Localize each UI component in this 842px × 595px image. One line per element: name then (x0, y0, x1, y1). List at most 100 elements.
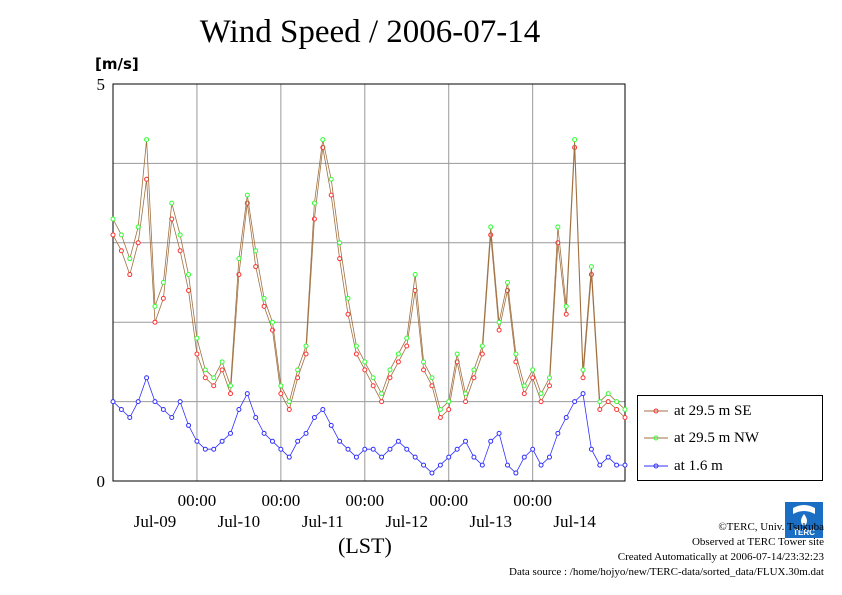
data-point-1 (160, 280, 166, 285)
data-point-2 (127, 414, 133, 420)
data-point-1 (605, 391, 611, 397)
data-point-0 (622, 414, 628, 420)
data-point-2 (286, 454, 292, 460)
data-point-0 (370, 383, 376, 389)
data-point-1 (504, 280, 510, 285)
data-point-2 (546, 454, 552, 460)
data-point-0 (219, 367, 225, 373)
date-label: Jul-11 (302, 512, 344, 531)
data-point-2 (538, 462, 544, 468)
data-point-1 (454, 351, 460, 357)
data-point-2 (353, 454, 359, 460)
data-point-2 (597, 462, 603, 468)
data-point-2 (404, 446, 410, 452)
data-point-1 (328, 176, 334, 182)
data-point-1 (437, 407, 443, 413)
logo-text: TERC (793, 528, 815, 537)
data-point-2 (605, 454, 611, 460)
data-point-1 (496, 319, 502, 325)
terc-logo: TERC (785, 502, 823, 538)
data-point-1 (421, 359, 427, 365)
data-point-2 (370, 446, 376, 452)
x-axis-label: (LST) (338, 533, 392, 558)
data-point-1 (261, 295, 267, 301)
data-point-0 (328, 192, 334, 198)
date-label: Jul-13 (469, 512, 512, 531)
data-point-1 (546, 375, 552, 381)
credit-copyright: ©TERC, Univ. Tsukuba (718, 521, 824, 533)
data-point-2 (228, 430, 234, 436)
data-point-1 (177, 232, 183, 238)
data-point-1 (135, 224, 141, 230)
data-point-1 (278, 383, 284, 389)
data-point-1 (127, 256, 133, 262)
data-point-2 (614, 462, 620, 468)
data-point-2 (278, 446, 284, 452)
data-point-2 (194, 438, 200, 444)
data-point-2 (488, 438, 494, 444)
date-label: Jul-14 (553, 512, 596, 531)
series-layer (110, 137, 628, 476)
data-point-1 (614, 399, 620, 405)
data-point-1 (311, 200, 317, 206)
data-point-1 (580, 367, 586, 373)
credit-site: Observed at TERC Tower site (691, 536, 824, 548)
data-point-0 (614, 407, 620, 413)
data-point-1 (228, 383, 234, 389)
data-point-0 (395, 359, 401, 365)
data-point-1 (202, 367, 208, 373)
data-point-0 (286, 407, 292, 413)
data-point-1 (219, 359, 225, 365)
data-point-2 (446, 454, 452, 460)
data-point-1 (269, 319, 275, 325)
data-point-1 (395, 351, 401, 357)
legend-item-se: at 29.5 m SE (644, 401, 752, 421)
data-point-1 (555, 224, 561, 230)
data-point-0 (177, 248, 183, 254)
data-point-1 (563, 303, 569, 309)
data-point-2 (379, 454, 385, 460)
legend-item-nw: at 29.5 m NW (644, 428, 759, 448)
data-point-1 (387, 367, 393, 373)
data-point-1 (429, 375, 435, 381)
data-point-2 (160, 407, 166, 413)
data-point-2 (269, 438, 275, 444)
data-point-2 (454, 446, 460, 452)
data-point-2 (530, 446, 536, 452)
data-point-1 (118, 232, 124, 238)
data-point-2 (421, 462, 427, 468)
date-label: Jul-09 (134, 512, 177, 531)
data-point-2 (320, 407, 326, 413)
data-point-0 (253, 264, 259, 270)
data-point-2 (437, 462, 443, 468)
data-point-0 (530, 375, 536, 381)
data-point-0 (303, 351, 309, 357)
data-point-0 (563, 311, 569, 317)
chart-title: Wind Speed / 2006-07-14 (199, 14, 541, 50)
data-point-1 (295, 367, 301, 373)
data-point-2 (572, 399, 578, 405)
data-point-1 (471, 367, 477, 373)
data-point-1 (488, 224, 494, 230)
data-point-2 (236, 407, 242, 413)
data-point-0 (278, 391, 284, 397)
date-label: Jul-12 (386, 512, 429, 531)
y-tick-label: 5 (97, 75, 106, 94)
x-tick-label: 00:00 (262, 491, 301, 510)
data-point-2 (311, 414, 317, 420)
data-point-2 (118, 407, 124, 413)
data-point-0 (345, 311, 351, 317)
data-point-0 (597, 407, 603, 413)
data-point-2 (303, 430, 309, 436)
legend-swatch-nw (644, 435, 668, 441)
data-point-0 (127, 272, 133, 278)
data-point-0 (538, 399, 544, 405)
data-point-0 (362, 367, 368, 373)
data-point-0 (387, 375, 393, 381)
data-point-2 (253, 414, 259, 420)
legend-label-1-6m: at 1.6 m (674, 457, 723, 474)
data-point-0 (421, 367, 427, 373)
x-tick-label: 00:00 (345, 491, 384, 510)
legend-swatch-1-6m (644, 463, 668, 469)
